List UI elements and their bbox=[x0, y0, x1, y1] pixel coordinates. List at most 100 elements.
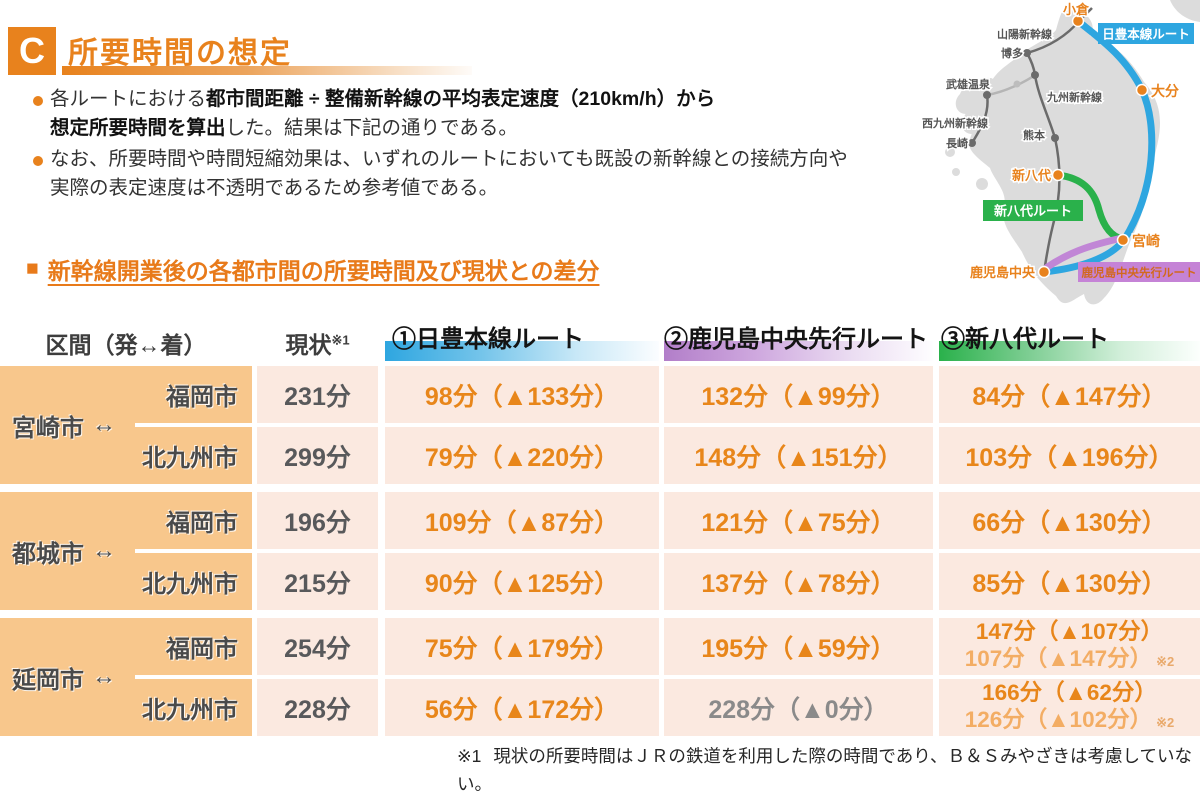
destination-label: 福岡市 bbox=[166, 384, 238, 411]
cell-route2: 228分（▲0分） bbox=[664, 679, 933, 736]
origin-city: 都城市 bbox=[12, 540, 84, 568]
page-title: 所要時間の想定 bbox=[68, 37, 292, 70]
footnote-1: ※1 現状の所要時間はＪＲの鉄道を利用した際の時間であり、Ｂ＆Ｓみやざきは考慮して… bbox=[457, 742, 1200, 798]
kokura-label: 小倉 bbox=[1063, 2, 1090, 17]
origin-city: 宮崎市 bbox=[12, 414, 84, 442]
islet bbox=[945, 147, 955, 157]
nippo-badge-label: 日豊本線ルート bbox=[1102, 27, 1190, 42]
origin-label: 延岡市 ↔ bbox=[12, 618, 116, 736]
destination-label: 北九州市 bbox=[142, 697, 238, 724]
cell-route1: 98分（▲133分） bbox=[385, 366, 659, 423]
cell-route3: 84分（▲147分） bbox=[939, 366, 1200, 423]
kumamoto-station-dot bbox=[1051, 134, 1059, 142]
destination-label: 北九州市 bbox=[142, 445, 238, 472]
route1-header-bar bbox=[385, 341, 659, 361]
footnote-1-label: ※1 bbox=[457, 746, 482, 766]
shinyatsushiro-route-line bbox=[1054, 171, 1127, 243]
cell-route1: 75分（▲179分） bbox=[385, 618, 659, 675]
footnote2-mark: ※2 bbox=[1156, 654, 1175, 669]
route3-header-bar bbox=[939, 341, 1200, 361]
cell-route3-main: 147分（▲107分） bbox=[975, 619, 1164, 644]
islet bbox=[952, 168, 960, 176]
both-ways-arrow-icon: ↔ bbox=[92, 663, 116, 690]
origin-label: 宮崎市 ↔ bbox=[12, 366, 116, 484]
group-divider bbox=[135, 675, 252, 679]
destination-label: 北九州市 bbox=[142, 571, 238, 598]
shinyatsushiro-badge-bg bbox=[983, 200, 1083, 221]
nishikyushu-line-label: 西九州新幹線 bbox=[922, 116, 988, 130]
cell-route1: 56分（▲172分） bbox=[385, 679, 659, 736]
cell-route3-main: 166分（▲62分） bbox=[982, 680, 1157, 705]
bullet-1-text: 各ルートにおける bbox=[50, 88, 207, 110]
kagoshima-first-badge-bg bbox=[1078, 262, 1200, 282]
takeo-onsen-station-dot bbox=[983, 91, 991, 99]
col-header-route3: ③新八代ルート bbox=[941, 326, 1109, 353]
cell-route3-sub: 107分（▲147分） ※2 bbox=[965, 645, 1174, 675]
cell-route2: 121分（▲75分） bbox=[664, 492, 933, 549]
group-cell-miyakonojo: 都城市 ↔ 福岡市 北九州市 bbox=[0, 492, 252, 610]
cell-route3: 85分（▲130分） bbox=[939, 553, 1200, 610]
cell-route3: 103分（▲196分） bbox=[939, 427, 1200, 484]
cell-route2: 195分（▲59分） bbox=[664, 618, 933, 675]
section-letter-badge: C bbox=[8, 27, 56, 75]
kagoshima-first-route-line bbox=[1042, 234, 1126, 272]
nippo-route-line bbox=[1040, 17, 1156, 276]
both-ways-arrow-icon: ↔ bbox=[92, 411, 116, 438]
shin-yatsushiro-station-dot bbox=[1051, 168, 1065, 182]
origin-label: 都城市 ↔ bbox=[12, 492, 116, 610]
col-header-section: 区間（発↔着） bbox=[45, 332, 207, 358]
col-header-current-text: 現状 bbox=[285, 332, 332, 358]
group-divider bbox=[135, 423, 252, 427]
bullet-1-text2: した。結果は下記の通りである。 bbox=[225, 117, 518, 139]
bullet-1: 各ルートにおける都市間距離 ÷ 整備新幹線の平均表定速度（210km/h）から … bbox=[50, 85, 910, 143]
bullet-1-bold: 都市間距離 ÷ 整備新幹線の平均表定速度（210km/h）から bbox=[206, 88, 716, 110]
route2-header-bar bbox=[664, 341, 933, 361]
bullet-icon bbox=[33, 96, 43, 106]
nagasaki-label: 長崎 bbox=[946, 136, 968, 150]
oita-label: 大分 bbox=[1151, 83, 1179, 99]
current-note-mark: ※1 bbox=[331, 332, 350, 348]
cell-route2: 137分（▲78分） bbox=[664, 553, 933, 610]
cell-route1: 79分（▲220分） bbox=[385, 427, 659, 484]
sanyo-line-label: 山陽新幹線 bbox=[997, 27, 1052, 41]
miyazaki-label: 宮崎 bbox=[1132, 233, 1160, 249]
square-bullet-icon: ■ bbox=[26, 257, 39, 280]
junction-station-dot bbox=[1031, 71, 1039, 79]
footnote2-mark: ※2 bbox=[1156, 715, 1175, 730]
cell-route3: 166分（▲62分） 126分（▲102分） ※2 bbox=[939, 679, 1200, 736]
miyazaki-station-dot bbox=[1116, 233, 1130, 247]
cell-route3: 147分（▲107分） 107分（▲147分） ※2 bbox=[939, 618, 1200, 675]
group-cell-nobeoka: 延岡市 ↔ 福岡市 北九州市 bbox=[0, 618, 252, 736]
cell-route3: 66分（▲130分） bbox=[939, 492, 1200, 549]
destination-label: 福岡市 bbox=[166, 636, 238, 663]
kyushu-line-label: 九州新幹線 bbox=[1046, 90, 1102, 104]
takeo-onsen-label: 武雄温泉 bbox=[946, 77, 991, 91]
footnotes: ※1 現状の所要時間はＪＲの鉄道を利用した際の時間であり、Ｂ＆Ｓみやざきは考慮して… bbox=[457, 742, 1200, 799]
intermediate-station-dot bbox=[1013, 80, 1021, 88]
cell-route3-sub-value: 107分（▲147分） bbox=[964, 646, 1153, 671]
kagoshima-chuo-label: 鹿児島中央 bbox=[970, 265, 1036, 280]
oita-station-dot bbox=[1135, 83, 1149, 97]
kagoshima-first-badge-label: 鹿児島中央先行ルート bbox=[1082, 266, 1197, 280]
cell-route1: 90分（▲125分） bbox=[385, 553, 659, 610]
hakata-label: 博多 bbox=[1001, 46, 1023, 60]
hakata-station-dot bbox=[1023, 49, 1031, 57]
nippo-route-badge: 日豊本線ルート bbox=[1098, 23, 1194, 44]
islet bbox=[976, 178, 988, 190]
cell-current: 228分 bbox=[257, 679, 378, 736]
shinyatsushiro-badge-label: 新八代ルート bbox=[994, 204, 1072, 219]
bullet-1-bold2: 想定所要時間を算出 bbox=[50, 117, 226, 139]
table-section-title: 新幹線開業後の各都市間の所要時間及び現状との差分 bbox=[47, 258, 600, 284]
group-divider bbox=[135, 549, 252, 553]
honshu-land bbox=[1170, 0, 1200, 22]
destination-label: 福岡市 bbox=[166, 510, 238, 537]
kagoshima-first-route-badge: 鹿児島中央先行ルート bbox=[1078, 262, 1200, 282]
cell-current: 231分 bbox=[257, 366, 378, 423]
cell-current: 299分 bbox=[257, 427, 378, 484]
col-header-route2: ②鹿児島中央先行ルート bbox=[664, 326, 928, 353]
bullet-icon bbox=[33, 156, 43, 166]
nippo-badge-bg bbox=[1098, 23, 1194, 44]
bullet-2-line1: なお、所要時間や時間短縮効果は、いずれのルートにおいても既設の新幹線との接続方向… bbox=[50, 148, 848, 170]
cell-route3-sub: 126分（▲102分） ※2 bbox=[965, 706, 1174, 736]
